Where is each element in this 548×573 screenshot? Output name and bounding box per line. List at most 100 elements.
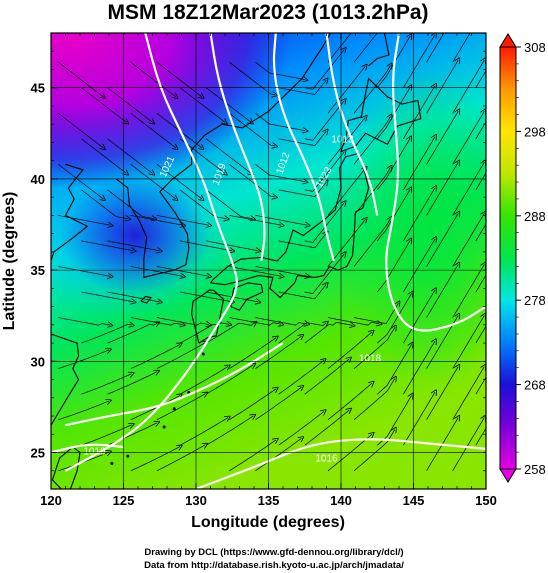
streamline xyxy=(156,266,209,277)
island xyxy=(110,461,114,465)
contour-label: 1013 xyxy=(331,134,354,145)
coast-hokkaido xyxy=(340,77,422,153)
streamline xyxy=(403,188,435,242)
streamline xyxy=(403,86,435,139)
streamline xyxy=(426,213,459,267)
streamline xyxy=(229,113,275,146)
streamline xyxy=(304,101,345,141)
y-tick-label: 35 xyxy=(31,263,45,278)
streamline xyxy=(475,70,486,88)
streamline xyxy=(205,189,253,219)
streamline xyxy=(278,233,327,249)
streamline xyxy=(58,317,110,326)
streamline xyxy=(156,317,209,326)
streamline xyxy=(130,164,176,199)
streamline xyxy=(229,317,281,326)
streamline xyxy=(255,266,308,277)
streamline xyxy=(130,396,180,421)
streamline xyxy=(179,367,228,395)
streamline xyxy=(130,317,183,326)
streamline xyxy=(327,33,352,63)
streamline xyxy=(206,323,255,344)
streamline xyxy=(205,87,251,123)
island xyxy=(187,390,191,394)
streamline xyxy=(255,438,302,472)
streamline xyxy=(81,138,126,174)
streamline xyxy=(452,264,485,318)
streamline xyxy=(377,293,411,344)
streamline xyxy=(255,317,308,326)
streamline xyxy=(278,360,324,395)
streamline xyxy=(156,445,206,472)
streamline xyxy=(304,322,353,344)
streamline xyxy=(475,172,486,191)
x-tick-label: 120 xyxy=(40,493,62,508)
streamline xyxy=(107,87,153,123)
streamline xyxy=(58,164,103,199)
streamline xyxy=(107,291,160,302)
streamline xyxy=(452,213,485,267)
streamline xyxy=(278,131,327,146)
island xyxy=(162,425,166,429)
colorbar-max-triangle xyxy=(499,33,517,48)
streamline xyxy=(327,332,372,369)
pressure-contour xyxy=(385,33,486,332)
streamline xyxy=(426,111,459,165)
streamline xyxy=(353,219,390,267)
pressure-contour xyxy=(64,33,238,472)
streamline xyxy=(278,323,327,344)
colorbar-ticks: 258 268 278 288 298 308 xyxy=(516,40,546,477)
streamline xyxy=(107,323,158,344)
streamline xyxy=(130,447,180,472)
streamline xyxy=(452,367,485,420)
streamline xyxy=(353,33,378,63)
streamline xyxy=(426,367,459,420)
coast-korea xyxy=(115,134,206,279)
streamline xyxy=(179,189,227,219)
streamline xyxy=(255,61,306,79)
streamline xyxy=(107,372,158,395)
streamline xyxy=(304,152,345,192)
streamline xyxy=(81,240,133,251)
credit-dcl: Drawing by DCL (https://www.gfd-dennou.o… xyxy=(144,547,404,558)
streamline xyxy=(353,65,390,114)
streamline xyxy=(452,60,485,114)
streamline xyxy=(58,113,103,148)
x-tick-label: 150 xyxy=(475,493,497,508)
streamline xyxy=(327,317,380,326)
coast-taiwan xyxy=(51,446,81,489)
streamline xyxy=(354,303,398,324)
coast-honshu xyxy=(210,152,370,299)
streamline xyxy=(156,215,209,225)
streamline xyxy=(179,418,228,446)
streamline xyxy=(452,418,485,471)
x-tick-label: 135 xyxy=(258,493,280,508)
streamline xyxy=(206,365,253,395)
streamline xyxy=(377,345,411,395)
streamline xyxy=(426,60,459,114)
coast-china-south xyxy=(51,333,80,426)
island xyxy=(172,407,176,411)
coast-japan xyxy=(191,289,225,344)
x-tick-label: 130 xyxy=(185,493,207,508)
streamline xyxy=(475,427,486,446)
streamline xyxy=(426,162,459,216)
streamline xyxy=(278,284,327,300)
streamline xyxy=(58,401,109,421)
streamline xyxy=(229,266,281,277)
streamline xyxy=(403,392,435,446)
streamline xyxy=(327,117,365,165)
contour-label: 1016 xyxy=(83,446,106,457)
streamline xyxy=(304,359,350,395)
streamline xyxy=(156,164,202,199)
colorbar-tick-label: 298 xyxy=(524,124,546,139)
streamline xyxy=(426,264,459,318)
coast-china xyxy=(51,163,89,262)
grid-lines xyxy=(51,33,486,489)
streamline xyxy=(278,182,327,198)
streamline xyxy=(130,113,176,148)
streamline xyxy=(255,336,302,369)
streamline xyxy=(58,61,103,97)
coast-sakhalin xyxy=(368,33,390,67)
